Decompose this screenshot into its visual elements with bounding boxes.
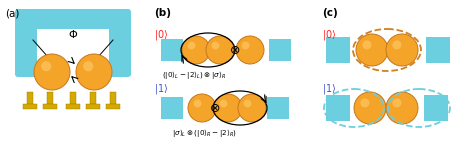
Text: $|1\rangle$: $|1\rangle$ [322,82,337,96]
Circle shape [392,40,401,49]
Text: (a): (a) [5,8,19,18]
FancyBboxPatch shape [109,19,131,77]
Text: $\otimes$: $\otimes$ [229,44,241,56]
Bar [70,92,76,104]
Bar [23,104,37,109]
Text: $|0\rangle$: $|0\rangle$ [322,28,337,42]
Bar [161,97,183,119]
Circle shape [188,42,195,49]
Circle shape [238,94,266,122]
Text: (b): (b) [154,8,171,18]
FancyBboxPatch shape [15,19,37,77]
Bar [326,37,350,63]
Bar [27,92,33,104]
Bar [267,97,289,119]
Bar [161,39,183,61]
Circle shape [188,94,216,122]
Text: (c): (c) [322,8,338,18]
Bar [90,92,96,104]
Circle shape [360,98,369,107]
Bar [110,92,116,104]
Text: $|\sigma\rangle_L\otimes(|0\rangle_R-|2\rangle_R)$: $|\sigma\rangle_L\otimes(|0\rangle_R-|2\… [172,127,237,139]
Bar [326,95,350,121]
Text: $\otimes$: $\otimes$ [210,101,221,114]
Circle shape [34,54,70,90]
Circle shape [244,100,251,107]
Bar [106,104,120,109]
Circle shape [206,36,234,64]
Circle shape [211,42,219,49]
Circle shape [386,92,418,124]
Circle shape [83,61,93,71]
Text: $|0\rangle$: $|0\rangle$ [154,28,168,42]
Circle shape [214,94,242,122]
Bar [47,92,53,104]
Circle shape [219,100,228,107]
Circle shape [363,40,371,49]
Circle shape [182,36,210,64]
Circle shape [356,34,388,66]
Circle shape [41,61,51,71]
Bar [424,95,448,121]
Bar [86,104,100,109]
Bar [66,104,80,109]
Circle shape [242,42,249,49]
Text: $\Phi$: $\Phi$ [68,28,78,40]
Circle shape [392,98,401,107]
Circle shape [354,92,386,124]
Circle shape [193,100,201,107]
Text: $|1\rangle$: $|1\rangle$ [154,82,168,96]
Circle shape [236,36,264,64]
Text: $(|0\rangle_L-|2\rangle_L)\otimes|\sigma\rangle_R$: $(|0\rangle_L-|2\rangle_L)\otimes|\sigma… [162,69,227,81]
Bar [43,104,57,109]
Circle shape [386,34,418,66]
FancyBboxPatch shape [15,9,131,29]
Bar [426,37,450,63]
Bar [269,39,291,61]
Circle shape [76,54,112,90]
